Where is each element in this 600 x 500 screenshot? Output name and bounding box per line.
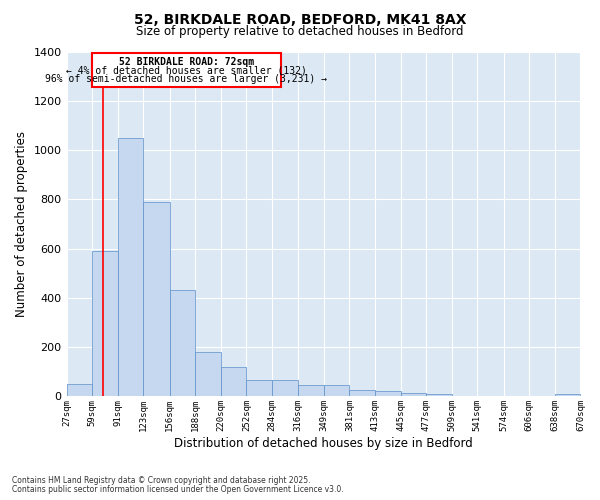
Bar: [375, 392, 401, 396]
Bar: [426, 394, 452, 396]
Text: 96% of semi-detached houses are larger (3,231) →: 96% of semi-detached houses are larger (…: [46, 74, 328, 84]
Text: Contains public sector information licensed under the Open Government Licence v3: Contains public sector information licen…: [12, 485, 344, 494]
FancyBboxPatch shape: [92, 52, 281, 87]
Bar: [401, 392, 426, 396]
Bar: [195, 352, 221, 397]
Bar: [349, 390, 375, 396]
Bar: [324, 386, 349, 396]
Text: 52, BIRKDALE ROAD, BEDFORD, MK41 8AX: 52, BIRKDALE ROAD, BEDFORD, MK41 8AX: [134, 12, 466, 26]
Bar: [92, 251, 118, 396]
Bar: [272, 380, 298, 396]
Bar: [298, 386, 324, 396]
Bar: [555, 394, 580, 396]
Text: ← 4% of detached houses are smaller (132): ← 4% of detached houses are smaller (132…: [66, 66, 307, 76]
Text: 52 BIRKDALE ROAD: 72sqm: 52 BIRKDALE ROAD: 72sqm: [119, 57, 254, 67]
Y-axis label: Number of detached properties: Number of detached properties: [15, 131, 28, 317]
Bar: [247, 380, 272, 396]
Bar: [143, 202, 170, 396]
Text: Size of property relative to detached houses in Bedford: Size of property relative to detached ho…: [136, 25, 464, 38]
Bar: [221, 367, 247, 396]
Text: Contains HM Land Registry data © Crown copyright and database right 2025.: Contains HM Land Registry data © Crown c…: [12, 476, 311, 485]
Bar: [118, 138, 143, 396]
Bar: [170, 290, 195, 397]
Bar: [67, 384, 92, 396]
X-axis label: Distribution of detached houses by size in Bedford: Distribution of detached houses by size …: [174, 437, 473, 450]
